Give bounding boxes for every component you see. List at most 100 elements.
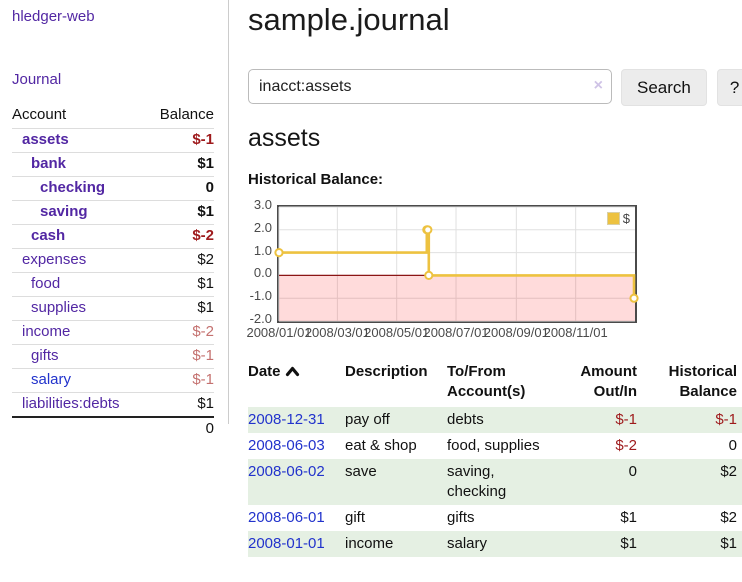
account-link[interactable]: gifts [31, 347, 59, 364]
account-link[interactable]: bank [31, 155, 67, 172]
account-row: food $1 [12, 272, 214, 297]
account-balance: $-2 [152, 224, 214, 249]
transaction-accounts: debts [447, 407, 567, 433]
x-tick-label: 2008/01/01 [246, 325, 312, 340]
transaction-date-link[interactable]: 2008-12-31 [248, 411, 325, 428]
account-balance: $-1 [152, 128, 214, 153]
legend-label: $ [622, 211, 630, 226]
balance-chart: 3.0 2.0 1.0 0.0 -1.0 -2.0 2008/01/01 2008/03/01… [246, 197, 639, 346]
journal-nav-link[interactable]: Journal [12, 71, 62, 88]
transaction-accounts: gifts [447, 509, 475, 526]
chart-title: Historical Balance: [248, 171, 384, 188]
account-balance: $1 [152, 296, 214, 321]
account-balance: $1 [152, 392, 214, 417]
x-tick-label: 2008/09/01 [483, 325, 549, 340]
account-link[interactable]: supplies [31, 299, 87, 316]
transaction-description: eat & shop [345, 437, 417, 454]
transaction-accounts: saving, checking [447, 459, 567, 505]
transaction-amount: $1 [567, 531, 637, 557]
search-button[interactable]: Search [621, 69, 707, 106]
y-tick-label: 3.0 [253, 197, 272, 212]
account-row: bank $1 [12, 152, 214, 177]
account-row: saving $1 [12, 200, 214, 225]
accounts-total-row: 0 [12, 416, 214, 441]
sort-asc-icon [285, 363, 300, 383]
accounts-table: Account Balance assets $-1 bank $1 checking 0… [12, 102, 214, 441]
search-box: × [248, 69, 612, 104]
register-header-date[interactable]: Date [248, 356, 345, 407]
account-balance: $-1 [152, 368, 214, 393]
account-row: salary $-1 [12, 368, 214, 393]
transaction-date-link[interactable]: 2008-06-03 [248, 437, 325, 454]
search-input[interactable] [248, 69, 612, 104]
x-tick-label: 2008/05/01 [364, 325, 430, 340]
accounts-header-account: Account [12, 106, 67, 123]
account-link[interactable]: income [22, 323, 71, 340]
transaction-amount: $-2 [615, 437, 637, 454]
transaction-amount: $1 [620, 509, 637, 526]
account-row: income $-2 [12, 320, 214, 345]
transaction-balance: $2 [637, 459, 742, 505]
register-header-amount: Amount Out/In [580, 363, 637, 400]
account-balance: $1 [152, 200, 214, 225]
account-link[interactable]: salary [31, 371, 72, 388]
account-row: supplies $1 [12, 296, 214, 321]
account-balance: 0 [152, 176, 214, 201]
transaction-date-link[interactable]: 2008-06-01 [248, 509, 325, 526]
register-header-accounts: To/From Account(s) [447, 363, 526, 400]
y-tick-label: 0.0 [253, 265, 272, 281]
account-link[interactable]: expenses [22, 251, 87, 268]
register-header-description: Description [345, 363, 428, 380]
register-table: Date Description To/From Account(s) Amou… [248, 356, 742, 557]
account-row: gifts $-1 [12, 344, 214, 369]
account-balance: $2 [152, 248, 214, 273]
accounts-total: 0 [152, 416, 214, 441]
transaction-date-link[interactable]: 2008-01-01 [248, 535, 325, 552]
transaction-description: pay off [345, 407, 447, 433]
account-link[interactable]: cash [31, 227, 66, 244]
transaction-description: gift [345, 509, 366, 526]
chart-plot-area: $ [274, 205, 639, 323]
transaction-row: 2008-06-03 eat & shop food, supplies $-2 0 [248, 433, 742, 459]
transaction-date-link[interactable]: 2008-06-02 [248, 463, 325, 480]
transaction-balance: $2 [720, 509, 737, 526]
account-row: cash $-2 [12, 224, 214, 249]
account-link[interactable]: saving [40, 203, 88, 220]
account-link[interactable]: liabilities:debts [22, 395, 120, 412]
x-tick-label: 2008/11/01 [543, 325, 608, 340]
account-link[interactable]: checking [40, 179, 106, 196]
account-row: liabilities:debts $1 [12, 392, 214, 417]
account-link[interactable]: food [31, 275, 61, 292]
accounts-header-balance: Balance [159, 106, 214, 123]
clear-search-icon[interactable]: × [593, 77, 603, 94]
account-row: checking 0 [12, 176, 214, 201]
legend-swatch [606, 212, 620, 225]
account-balance: $-1 [152, 344, 214, 369]
app-title-link[interactable]: hledger-web [12, 8, 95, 25]
account-balance: $-2 [152, 320, 214, 345]
account-row: expenses $2 [12, 248, 214, 273]
transaction-amount: $-1 [567, 407, 637, 433]
y-tick-label: 2.0 [253, 219, 272, 235]
x-tick-label: 2008/07/01 [423, 325, 489, 340]
transaction-description: save [345, 459, 447, 505]
help-button[interactable]: ? [716, 69, 742, 106]
main-content: sample.journal × Search ? assets Histori… [246, 0, 742, 582]
account-link[interactable]: assets [22, 131, 69, 148]
chart-legend: $ [606, 211, 630, 226]
transaction-row: 2008-06-02 save saving, checking 0 $2 [248, 459, 742, 505]
transaction-row: 2008-01-01 income salary $1 $1 [248, 531, 742, 557]
transaction-balance: 0 [728, 437, 737, 454]
transaction-balance: $1 [637, 531, 742, 557]
sidebar: hledger-web Journal Account Balance asse… [0, 0, 229, 441]
page-title: sample.journal [248, 2, 450, 37]
y-tick-label: 1.0 [253, 242, 272, 258]
account-balance: $1 [152, 272, 214, 297]
transaction-accounts: salary [447, 531, 567, 557]
transaction-description: income [345, 531, 447, 557]
transaction-accounts: food, supplies [447, 437, 540, 454]
transaction-row: 2008-06-01 gift gifts $1 $2 [248, 505, 742, 531]
account-heading: assets [248, 124, 321, 152]
transaction-amount: 0 [567, 459, 637, 505]
